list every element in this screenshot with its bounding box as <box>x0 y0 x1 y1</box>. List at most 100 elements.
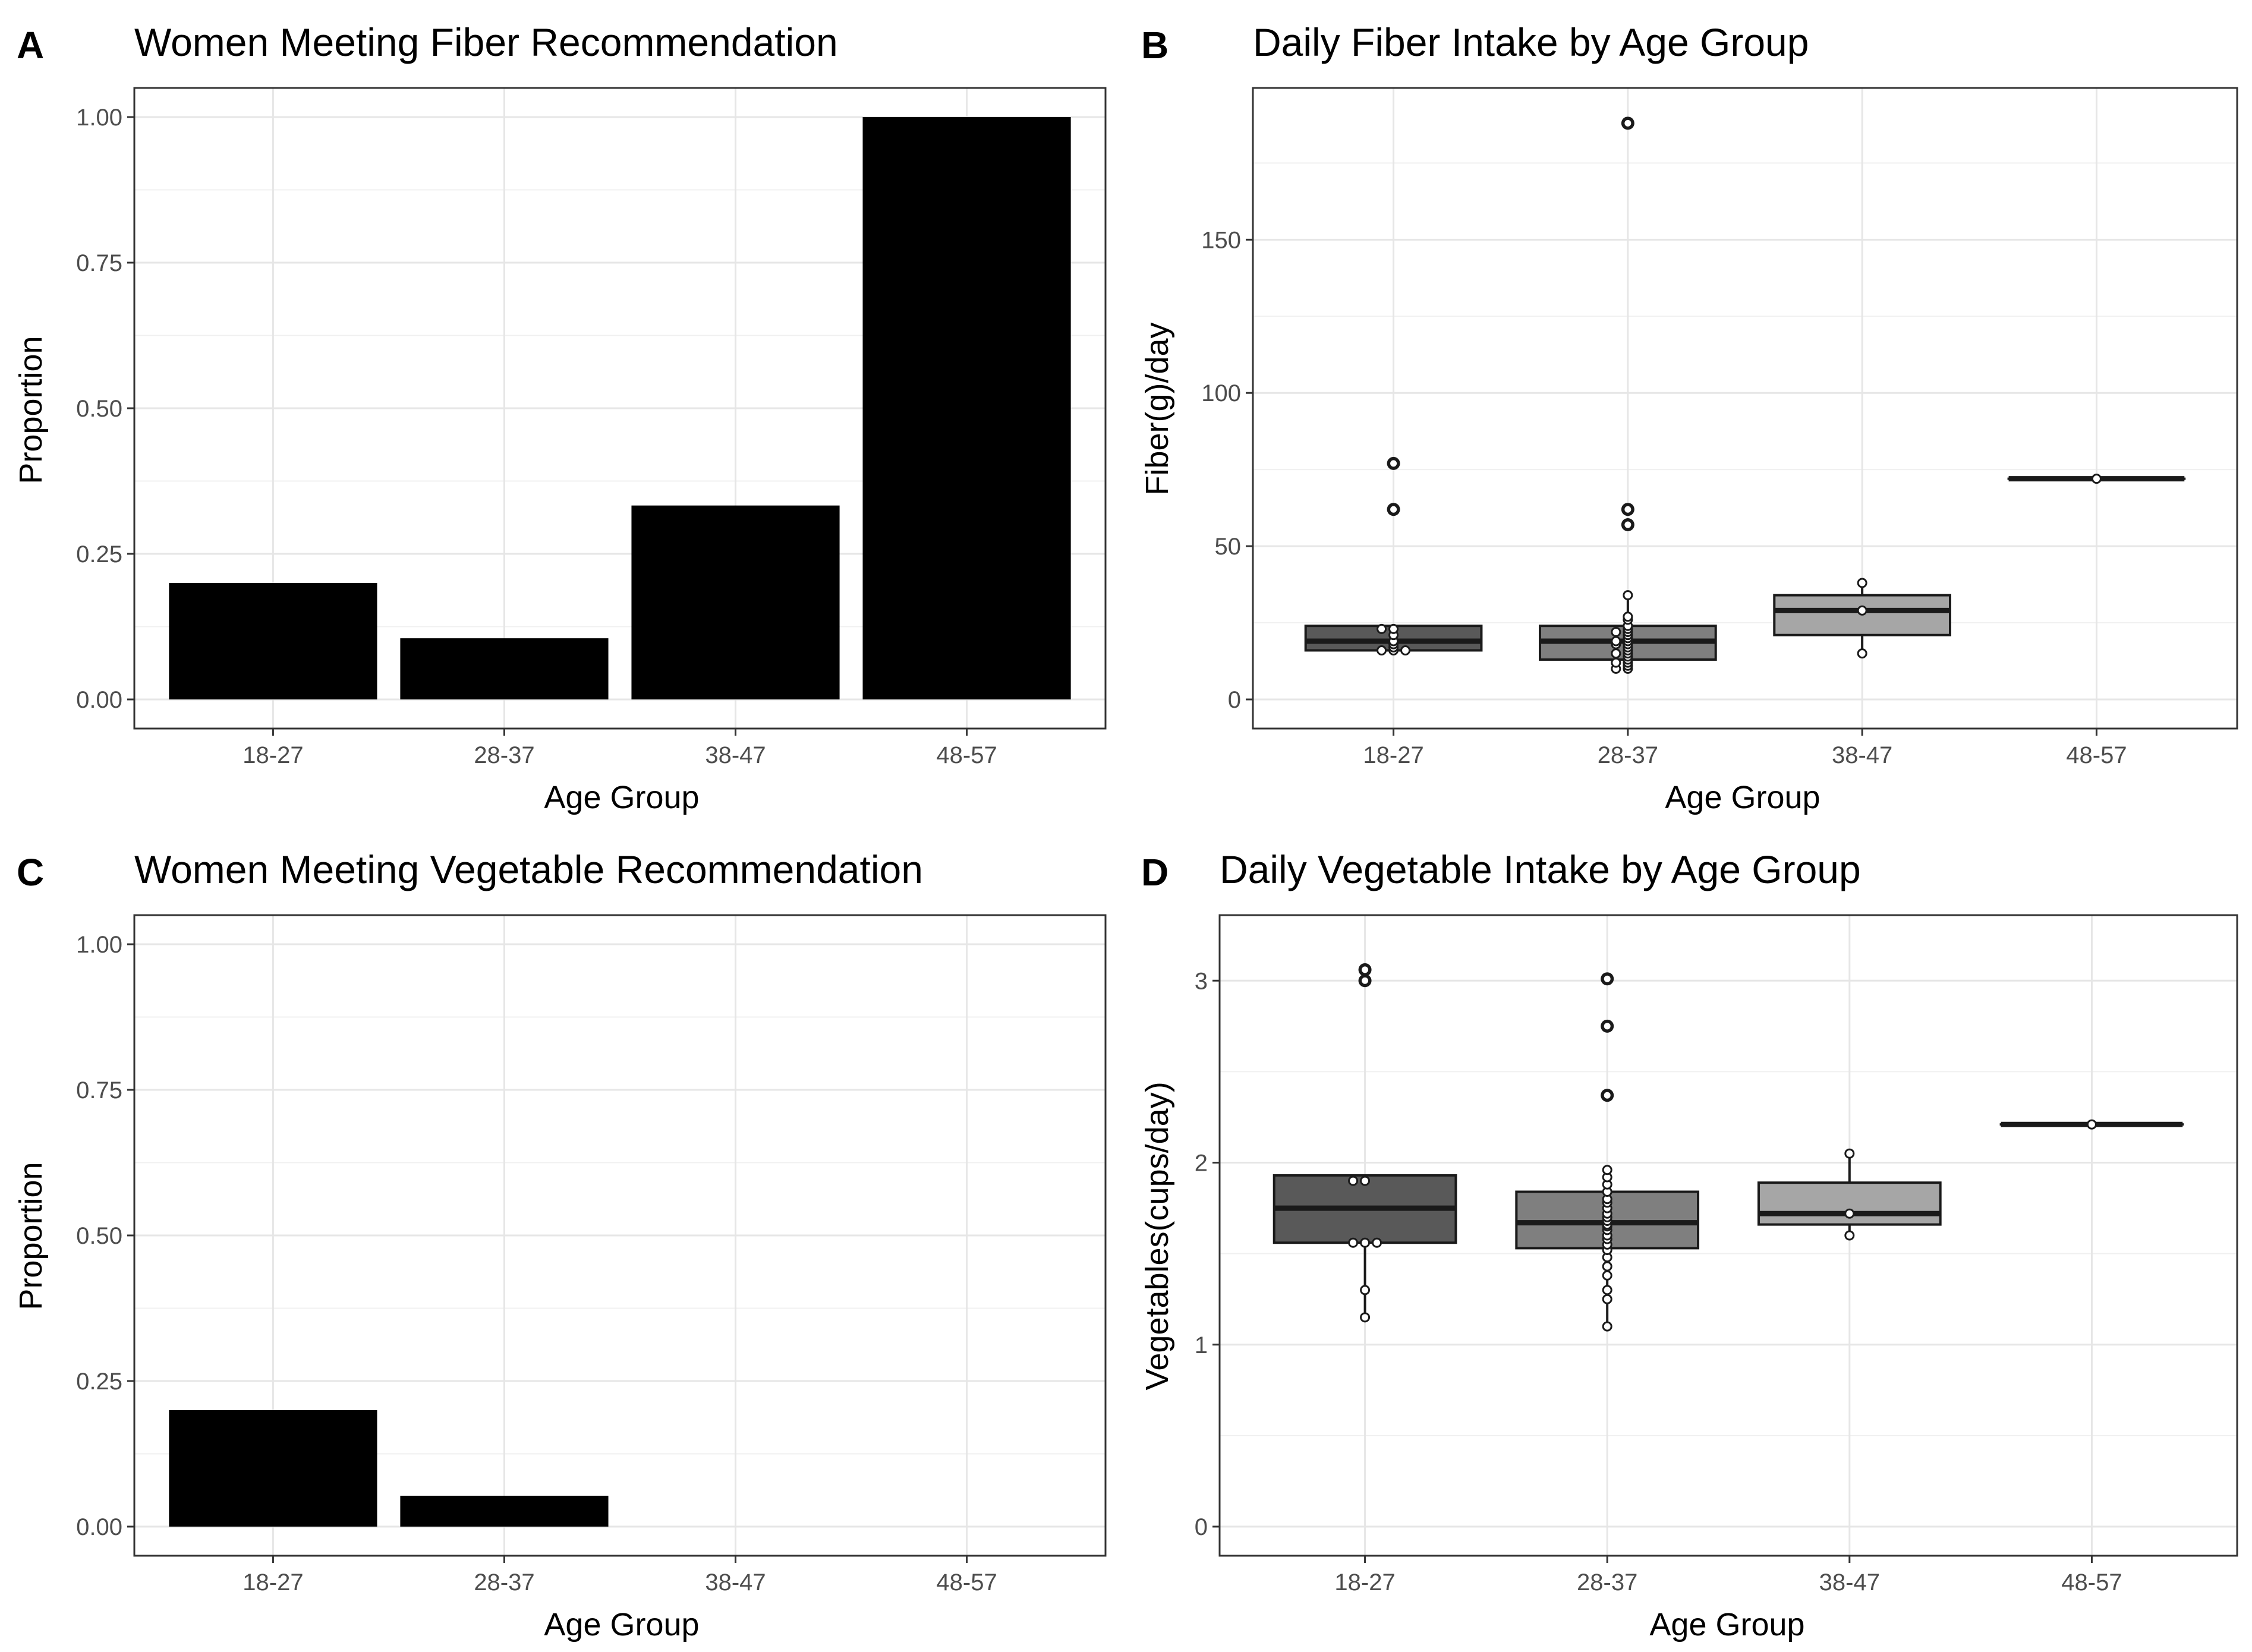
data-point <box>1611 657 1621 668</box>
chart-title: Daily Vegetable Intake by Age Group <box>1220 847 1861 891</box>
x-axis-title: Age Group <box>544 1607 699 1642</box>
data-point <box>1602 1285 1612 1295</box>
data-point <box>1602 1270 1612 1281</box>
bar-48-57 <box>862 117 1071 699</box>
y-tick-label: 3 <box>1195 968 1208 994</box>
y-tick-label: 0.00 <box>76 687 122 713</box>
data-point <box>1857 605 1867 616</box>
data-point <box>1372 1237 1382 1248</box>
data-point <box>1857 578 1867 588</box>
x-tick-label: 48-57 <box>936 742 997 768</box>
plot-border <box>133 914 1107 1557</box>
panel-letter: A <box>17 24 44 67</box>
plot-area: 0.00 0.25 0.50 0.75 1.00 18-27 28-37 38-47 48-57 <box>76 87 1107 768</box>
data-point <box>1623 611 1633 622</box>
y-tick-label: 2 <box>1195 1150 1208 1177</box>
x-axis-title: Age Group <box>1665 780 1820 815</box>
plot-border <box>1252 87 2238 730</box>
y-axis-title: Vegetables(cups/day) <box>1139 1082 1175 1390</box>
data-point <box>1844 1230 1855 1241</box>
x-tick-label: 48-57 <box>2061 1569 2122 1596</box>
bar-28-37 <box>400 638 609 699</box>
x-axis-title: Age Group <box>544 780 699 815</box>
data-point <box>1377 645 1387 655</box>
panel-letter: B <box>1141 24 1168 67</box>
y-tick-label: 1.00 <box>76 105 122 131</box>
data-point <box>1611 636 1621 647</box>
bar-28-37 <box>400 1496 609 1527</box>
data-point <box>1388 623 1399 634</box>
data-point <box>1360 975 1371 986</box>
plot-border <box>133 87 1107 730</box>
y-tick-label: 150 <box>1201 227 1241 253</box>
data-point <box>1611 648 1621 659</box>
bar-38-47 <box>631 505 840 699</box>
data-point <box>1388 504 1399 515</box>
plot-area: 0.00 0.25 0.50 0.75 1.00 18-27 28-37 38-47 48-57 <box>76 914 1107 1596</box>
data-point <box>1400 645 1411 655</box>
data-point <box>1611 627 1621 638</box>
data-point <box>2086 1119 2097 1130</box>
data-point <box>1844 1208 1855 1219</box>
bar-18-27 <box>169 1410 377 1527</box>
x-tick-label: 28-37 <box>474 742 534 768</box>
x-tick-label: 28-37 <box>1598 742 1658 768</box>
data-point <box>1360 1285 1371 1295</box>
plot-area: 0 1 2 3 18-27 28-37 38-47 48-57 <box>1195 914 2238 1596</box>
y-axis-title: Fiber(g)/day <box>1139 322 1175 495</box>
y-tick-label: 0.00 <box>76 1514 122 1540</box>
chart-title: Daily Fiber Intake by Age Group <box>1253 20 1809 64</box>
y-tick-label: 0 <box>1195 1514 1208 1540</box>
y-tick-label: 50 <box>1215 534 1242 560</box>
data-point <box>1602 1294 1612 1304</box>
data-point <box>1602 1261 1612 1272</box>
data-point <box>1602 1021 1612 1032</box>
data-point <box>1602 1090 1612 1101</box>
chart-title: Women Meeting Vegetable Recommendation <box>134 847 923 891</box>
y-tick-label: 0.50 <box>76 396 122 422</box>
y-tick-label: 0.75 <box>76 1077 122 1104</box>
y-tick-label: 0.25 <box>76 1369 122 1395</box>
y-tick-label: 1 <box>1195 1332 1208 1358</box>
data-point <box>1623 504 1633 515</box>
data-point <box>1360 1237 1371 1248</box>
data-point <box>1857 648 1867 659</box>
data-point <box>1623 118 1633 128</box>
x-tick-label: 38-47 <box>705 742 766 768</box>
y-tick-label: 0.50 <box>76 1223 122 1249</box>
plot-border <box>1218 914 2238 1557</box>
y-tick-label: 1.00 <box>76 932 122 958</box>
data-point <box>1360 964 1371 975</box>
x-tick-label: 48-57 <box>936 1569 997 1596</box>
x-tick-label: 28-37 <box>474 1569 534 1596</box>
x-tick-label: 18-27 <box>242 1569 303 1596</box>
panel-letter: C <box>17 851 44 894</box>
data-point <box>1602 973 1612 984</box>
panel-letter: D <box>1141 851 1168 894</box>
y-axis-title: Proportion <box>13 336 49 484</box>
x-tick-label: 28-37 <box>1577 1569 1637 1596</box>
data-point <box>1388 458 1399 469</box>
data-point <box>1623 519 1633 530</box>
data-point <box>1844 1148 1855 1159</box>
x-tick-label: 38-47 <box>1832 742 1892 768</box>
x-tick-label: 18-27 <box>242 742 303 768</box>
panel-a: A Women Meeting Fiber Recommendation Age… <box>13 20 1107 815</box>
data-point <box>1348 1237 1359 1248</box>
y-tick-label: 0.75 <box>76 250 122 276</box>
panel-b: B Daily Fiber Intake by Age Group Age Gr… <box>1139 20 2238 815</box>
y-tick-label: 100 <box>1201 380 1241 406</box>
x-tick-label: 18-27 <box>1363 742 1423 768</box>
panel-d: D Daily Vegetable Intake by Age Group Ag… <box>1139 847 2238 1642</box>
plot-background <box>1253 88 2237 729</box>
data-point <box>1360 1175 1371 1186</box>
chart-title: Women Meeting Fiber Recommendation <box>134 20 838 64</box>
data-point <box>2091 474 2102 484</box>
data-point <box>1348 1175 1359 1186</box>
y-axis-title: Proportion <box>13 1162 49 1310</box>
x-tick-label: 48-57 <box>2066 742 2127 768</box>
box-38-47 <box>1773 594 1951 636</box>
data-point <box>1360 1312 1371 1323</box>
data-point <box>1602 1321 1612 1332</box>
